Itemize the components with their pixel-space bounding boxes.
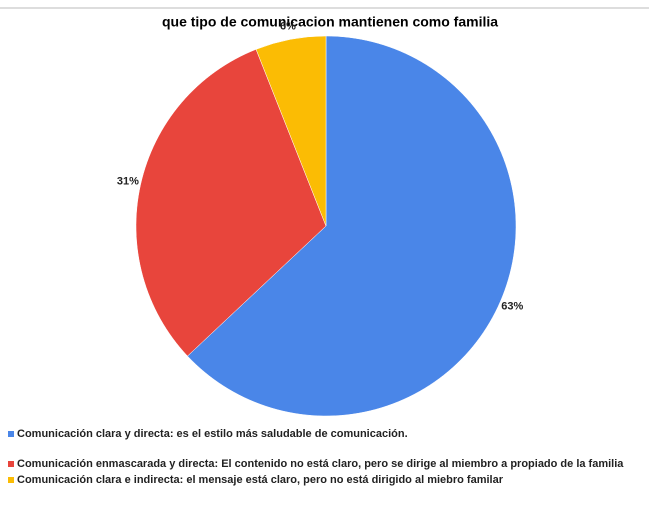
legend-item: Comunicación clara e indirecta: el mensa… (8, 474, 644, 486)
data-label: 6% (280, 21, 296, 33)
legend: Comunicación clara y directa: es el esti… (8, 428, 644, 486)
legend-swatch (8, 461, 14, 467)
legend-swatch (8, 431, 14, 437)
pie-slice (255, 35, 327, 227)
legend-label: Comunicación clara e indirecta: el mensa… (17, 474, 503, 486)
legend-label: Comunicación enmascarada y directa: El c… (17, 458, 624, 470)
chart: que tipo de comunicacion mantienen como … (0, 7, 649, 417)
legend-label: Comunicación clara y directa: es el esti… (17, 428, 408, 440)
data-label: 31% (117, 176, 139, 188)
pie-slice (135, 49, 327, 357)
data-label: 63% (501, 301, 523, 313)
chart-title: que tipo de comunicacion mantienen como … (162, 14, 498, 30)
pie-slice (187, 35, 517, 417)
legend-item: Comunicación clara y directa: es el esti… (8, 428, 644, 440)
legend-swatch (8, 477, 14, 483)
legend-item: Comunicación enmascarada y directa: El c… (8, 458, 644, 470)
